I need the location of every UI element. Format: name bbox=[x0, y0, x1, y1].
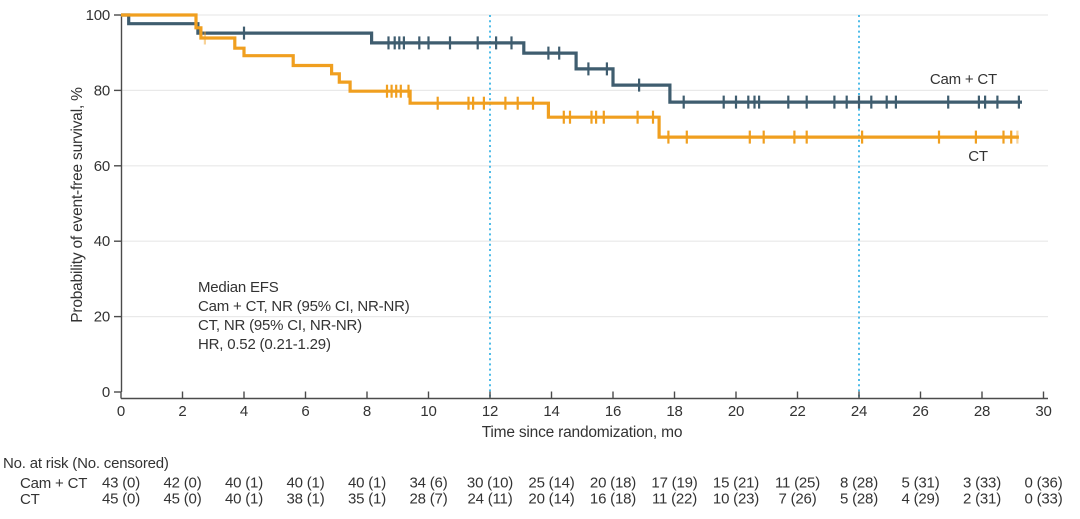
risk-value-ct: 7 (26) bbox=[779, 491, 817, 508]
risk-value-ct: 45 (0) bbox=[102, 491, 140, 508]
risk-value-ct: 11 (22) bbox=[652, 491, 697, 508]
km-curve-cam-ct bbox=[121, 13, 1022, 104]
risk-value-cam-ct: 30 (10) bbox=[467, 475, 513, 492]
x-tick-label: 0 bbox=[117, 403, 125, 420]
risk-value-ct: 38 (1) bbox=[287, 491, 325, 508]
x-tick-label: 28 bbox=[974, 403, 990, 420]
x-tick-label: 4 bbox=[240, 403, 248, 420]
curve-label-ct: CT bbox=[968, 148, 988, 165]
risk-value-cam-ct: 40 (1) bbox=[348, 475, 386, 492]
x-tick-label: 26 bbox=[912, 403, 928, 420]
annotation-cam-ct-median: Cam + CT, NR (95% CI, NR-NR) bbox=[198, 298, 410, 315]
risk-value-cam-ct: 17 (19) bbox=[651, 475, 697, 492]
annotation-ct-median: CT, NR (95% CI, NR-NR) bbox=[198, 317, 362, 334]
risk-value-cam-ct: 15 (21) bbox=[713, 475, 759, 492]
risk-value-cam-ct: 11 (25) bbox=[775, 475, 820, 492]
risk-value-cam-ct: 25 (14) bbox=[528, 475, 574, 492]
risk-row-label-ct: CT bbox=[20, 491, 40, 508]
y-tick-label: 80 bbox=[94, 82, 110, 99]
annotation-hazard-ratio: HR, 0.52 (0.21-1.29) bbox=[198, 336, 331, 353]
stats-annotation: Median EFS Cam + CT, NR (95% CI, NR-NR) … bbox=[198, 278, 410, 354]
risk-value-ct: 10 (23) bbox=[713, 491, 759, 508]
risk-value-ct: 20 (14) bbox=[528, 491, 574, 508]
y-tick-label: 0 bbox=[102, 384, 110, 401]
x-tick-label: 12 bbox=[482, 403, 498, 420]
x-tick-label: 2 bbox=[178, 403, 186, 420]
x-axis-title: Time since randomization, mo bbox=[481, 424, 683, 441]
risk-value-cam-ct: 34 (6) bbox=[410, 475, 448, 492]
x-tick-label: 10 bbox=[420, 403, 436, 420]
risk-value-cam-ct: 43 (0) bbox=[102, 475, 140, 492]
risk-value-cam-ct: 40 (1) bbox=[225, 475, 263, 492]
y-tick-label: 100 bbox=[86, 7, 110, 24]
risk-value-cam-ct: 20 (18) bbox=[590, 475, 636, 492]
risk-value-cam-ct: 8 (28) bbox=[840, 475, 878, 492]
risk-value-ct: 2 (31) bbox=[963, 491, 1001, 508]
risk-value-ct: 0 (33) bbox=[1025, 491, 1063, 508]
risk-value-ct: 35 (1) bbox=[348, 491, 386, 508]
annotation-median-efs: Median EFS bbox=[198, 279, 279, 296]
risk-value-ct: 4 (29) bbox=[902, 491, 940, 508]
x-tick-label: 16 bbox=[605, 403, 621, 420]
risk-value-cam-ct: 42 (0) bbox=[164, 475, 202, 492]
risk-row-label-cam-ct: Cam + CT bbox=[20, 475, 88, 492]
risk-value-ct: 45 (0) bbox=[164, 491, 202, 508]
x-tick-label: 30 bbox=[1035, 403, 1051, 420]
risk-table-header: No. at risk (No. censored) bbox=[3, 455, 169, 472]
x-tick-label: 18 bbox=[666, 403, 682, 420]
risk-value-ct: 28 (7) bbox=[410, 491, 448, 508]
x-tick-label: 8 bbox=[363, 403, 371, 420]
x-tick-label: 20 bbox=[728, 403, 744, 420]
y-tick-label: 40 bbox=[94, 233, 110, 250]
risk-value-ct: 16 (18) bbox=[590, 491, 636, 508]
y-axis-title: Probability of event-free survival, % bbox=[69, 87, 86, 323]
y-tick-label: 60 bbox=[94, 158, 110, 175]
x-tick-label: 22 bbox=[789, 403, 805, 420]
risk-value-cam-ct: 3 (33) bbox=[963, 475, 1001, 492]
risk-value-cam-ct: 40 (1) bbox=[287, 475, 325, 492]
risk-value-ct: 5 (28) bbox=[840, 491, 878, 508]
risk-value-ct: 40 (1) bbox=[225, 491, 263, 508]
risk-value-cam-ct: 0 (36) bbox=[1025, 475, 1063, 492]
curve-label-cam-ct: Cam + CT bbox=[929, 71, 997, 88]
x-tick-label: 6 bbox=[301, 403, 309, 420]
y-tick-label: 20 bbox=[94, 309, 110, 326]
risk-value-ct: 24 (11) bbox=[467, 491, 512, 508]
x-tick-label: 24 bbox=[851, 403, 867, 420]
km-curve-ct bbox=[121, 13, 1019, 139]
risk-value-cam-ct: 5 (31) bbox=[902, 475, 940, 492]
x-tick-label: 14 bbox=[543, 403, 559, 420]
